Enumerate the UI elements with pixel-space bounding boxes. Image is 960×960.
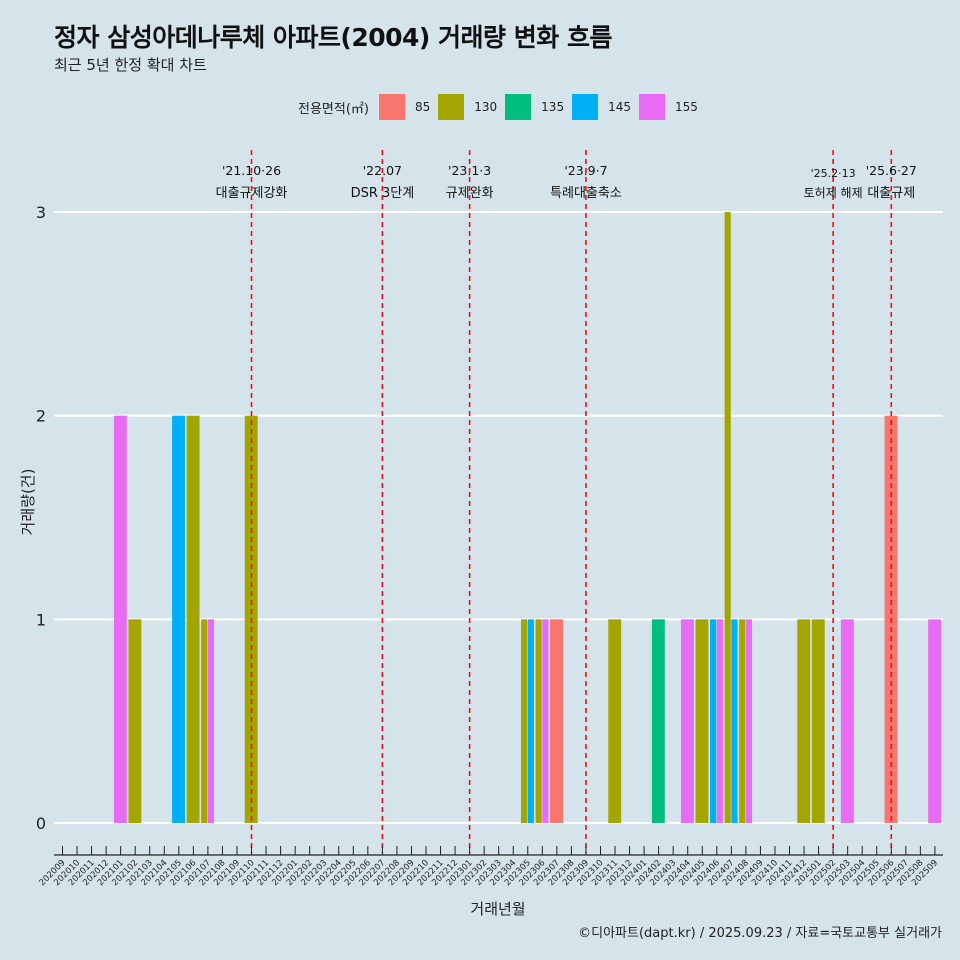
event-label-2: 규제완화	[446, 186, 494, 201]
event-label-0: 대출규제강화	[216, 186, 288, 201]
bar-202307-85	[550, 619, 564, 823]
event-date-4: '25.2·13	[811, 167, 856, 180]
legend-label-85: 85	[414, 100, 431, 114]
bar-202503-155	[840, 619, 854, 823]
bar-202405-130	[695, 619, 709, 823]
event-label-3: 특례대출축소	[550, 186, 622, 201]
bar-202408-155	[745, 619, 753, 823]
source-caption: ©디아파트(dapt.kr) / 2025.09.23 / 자료=국토교통부 실…	[578, 926, 942, 941]
bar-202402-135	[651, 619, 665, 823]
legend-title: 전용면적(㎡)	[298, 101, 369, 117]
legend-item-135: 135	[505, 94, 564, 120]
page-subtitle: 최근 5년 한정 확대 차트	[54, 56, 207, 74]
legend-swatch-145	[572, 94, 599, 120]
page-title: 정자 삼성아데나루체 아파트(2004) 거래량 변화 흐름	[54, 23, 612, 52]
legend-label-130: 130	[474, 100, 498, 114]
legend-swatch-85	[378, 94, 405, 120]
bar-202509-155	[928, 619, 942, 823]
bar-202408-130	[739, 619, 746, 823]
bar-202404-155	[680, 619, 694, 823]
y-tick-label-3: 3	[36, 203, 46, 222]
event-label-5: 대출규제	[867, 186, 915, 201]
bar-202107-130	[201, 619, 208, 823]
legend-swatch-135	[505, 94, 532, 120]
legend-item-85: 85	[378, 94, 431, 120]
bar-layer	[113, 212, 942, 823]
bar-202105-145	[172, 415, 185, 823]
bar-202306-130	[535, 619, 542, 823]
y-tick-label-1: 1	[36, 610, 46, 629]
legend-swatch-155	[638, 94, 665, 120]
event-date-1: '22.07	[363, 163, 402, 178]
event-date-2: '23.1·3	[448, 163, 491, 178]
event-label-4: 토허제 해제	[804, 186, 863, 200]
legend-item-155: 155	[638, 94, 698, 120]
event-layer: '21.10·26 대출규제강화 '22.07 DSR 3단계 '23.1·3 규제완화 '…	[216, 150, 917, 853]
bar-202501-130	[811, 619, 825, 823]
event-date-0: '21.10·26	[222, 163, 281, 178]
bar-202101-155	[113, 415, 127, 823]
y-tick-label-2: 2	[36, 407, 46, 426]
event-date-3: '23.9·7	[564, 163, 607, 178]
legend-item-145: 145	[572, 94, 631, 120]
axis-layer: 2020092020102020112020122021012021022021…	[38, 846, 943, 888]
legend-item-130: 130	[438, 94, 497, 120]
legend-swatch-130	[438, 94, 465, 120]
bar-202412-130	[797, 619, 811, 823]
event-date-5: '25.6·27	[866, 163, 917, 178]
y-tick-label-0: 0	[36, 814, 46, 833]
bar-202407-145	[731, 619, 738, 823]
legend-label-155: 155	[674, 100, 698, 114]
bar-202107-155	[207, 619, 215, 823]
legend-label-135: 135	[541, 100, 565, 114]
bar-202106-130	[186, 415, 200, 823]
bar-202406-155	[716, 619, 723, 823]
chart-legend: 전용면적(㎡) 85 130 135 145 155	[298, 93, 706, 121]
bar-202102-130	[128, 619, 142, 823]
y-axis-title: 거래량(건)	[19, 469, 37, 536]
bar-202407-130	[724, 212, 731, 823]
event-label-1: DSR 3단계	[351, 186, 415, 201]
bar-202305-145	[527, 619, 534, 823]
bar-202306-155	[542, 619, 549, 823]
bar-202406-145	[710, 619, 717, 823]
x-axis-title: 거래년월	[470, 900, 525, 918]
bar-202305-130	[521, 619, 528, 823]
bar-202311-130	[608, 619, 622, 823]
legend-label-145: 145	[608, 100, 631, 114]
